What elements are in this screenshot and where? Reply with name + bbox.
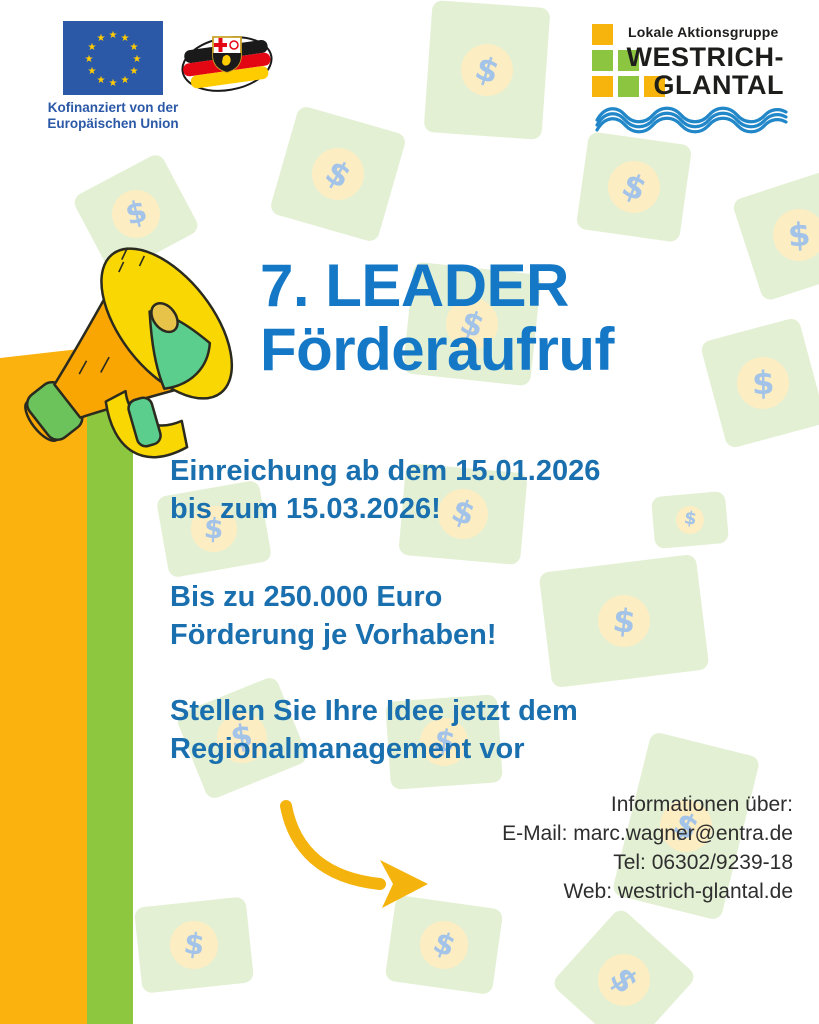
svg-text:★: ★	[109, 30, 118, 41]
eu-caption-line1: Kofinanziert von der	[47, 100, 179, 115]
para3-line2: Regionalmanagement vor	[170, 733, 525, 765]
logo-square	[644, 76, 665, 97]
lag-group-label: Lokale Aktionsgruppe	[628, 24, 779, 40]
dollar-icon: $	[602, 960, 647, 1000]
svg-text:★: ★	[97, 33, 106, 44]
svg-text:★: ★	[97, 75, 106, 86]
dollar-icon: $	[181, 926, 207, 963]
title-line1: 7. LEADER	[260, 252, 569, 319]
eu-cofunding-caption: Kofinanziert von der Europäischen Union	[23, 100, 203, 132]
logo-square	[592, 24, 613, 45]
title-line2: Förderaufruf	[260, 316, 615, 383]
svg-text:★: ★	[133, 54, 142, 65]
svg-text:★: ★	[85, 54, 94, 65]
call-to-action-text: Stellen Sie Ihre Idee jetzt dem Regional…	[170, 692, 578, 768]
dollar-icon: $	[786, 215, 812, 255]
lag-name-line2: GLANTAL	[653, 70, 784, 100]
contact-web: Web: westrich-glantal.de	[563, 880, 793, 903]
eu-flag-logo: ★ ★★ ★★★ ★★★ ★★★	[63, 21, 163, 95]
dollar-icon: $	[428, 924, 461, 964]
logo-square	[592, 76, 613, 97]
svg-text:★: ★	[130, 66, 139, 77]
dollar-icon: $	[616, 165, 652, 209]
funding-amount-text: Bis zu 250.000 Euro Förderung je Vorhabe…	[170, 578, 497, 654]
dollar-icon: $	[610, 600, 638, 642]
svg-text:★: ★	[109, 78, 118, 89]
contact-email: E-Mail: marc.wagner@entra.de	[502, 822, 793, 845]
green-side-bar	[87, 386, 133, 1024]
contact-phone: Tel: 06302/9239-18	[613, 851, 793, 874]
money-bill: $	[650, 490, 730, 550]
svg-text:★: ★	[130, 42, 139, 53]
money-bill: $	[731, 167, 819, 303]
money-bill: $	[575, 131, 693, 243]
rlp-flag-logo	[181, 36, 273, 92]
money-bill: $	[550, 906, 698, 1024]
dollar-icon: $	[682, 508, 698, 530]
para2-line1: Bis zu 250.000 Euro	[170, 581, 443, 613]
dollar-icon: $	[470, 48, 504, 92]
money-bill: $	[699, 316, 819, 450]
para3-line1: Stellen Sie Ihre Idee jetzt dem	[170, 695, 578, 727]
contact-heading: Informationen über:	[610, 793, 793, 816]
dollar-icon: $	[751, 363, 775, 403]
svg-text:★: ★	[121, 33, 130, 44]
orange-side-bar	[0, 348, 88, 1024]
svg-text:★: ★	[88, 66, 97, 77]
megaphone-illustration	[24, 247, 234, 459]
contact-info: Informationen über: E-Mail: marc.wagner@…	[502, 790, 793, 906]
eu-caption-line2: Europäischen Union	[47, 116, 179, 131]
lag-name-line1: WESTRICH-	[626, 42, 784, 72]
logo-square	[618, 50, 639, 71]
para1-line2: bis zum 15.03.2026!	[170, 493, 441, 525]
submission-period-text: Einreichung ab dem 15.01.2026 bis zum 15…	[170, 452, 600, 528]
logo-square	[618, 76, 639, 97]
para2-line2: Förderung je Vorhaben!	[170, 619, 497, 651]
page-title: 7. LEADER Förderaufruf	[260, 252, 615, 383]
svg-text:★: ★	[121, 75, 130, 86]
money-bill: $	[268, 104, 408, 244]
lag-westrich-glantal-logo: Lokale Aktionsgruppe WESTRICH- GLANTAL	[592, 20, 792, 138]
para1-line1: Einreichung ab dem 15.01.2026	[170, 455, 601, 487]
money-bill: $	[384, 894, 504, 996]
curved-arrow-icon	[280, 800, 428, 908]
money-bill: $	[133, 896, 255, 994]
svg-text:★: ★	[88, 42, 97, 53]
money-bill: $	[423, 0, 551, 140]
waves-icon	[595, 106, 788, 134]
dollar-icon: $	[318, 151, 358, 196]
logo-square	[592, 50, 613, 71]
money-bill: $	[538, 553, 710, 689]
rlp-coat-of-arms	[212, 36, 242, 73]
